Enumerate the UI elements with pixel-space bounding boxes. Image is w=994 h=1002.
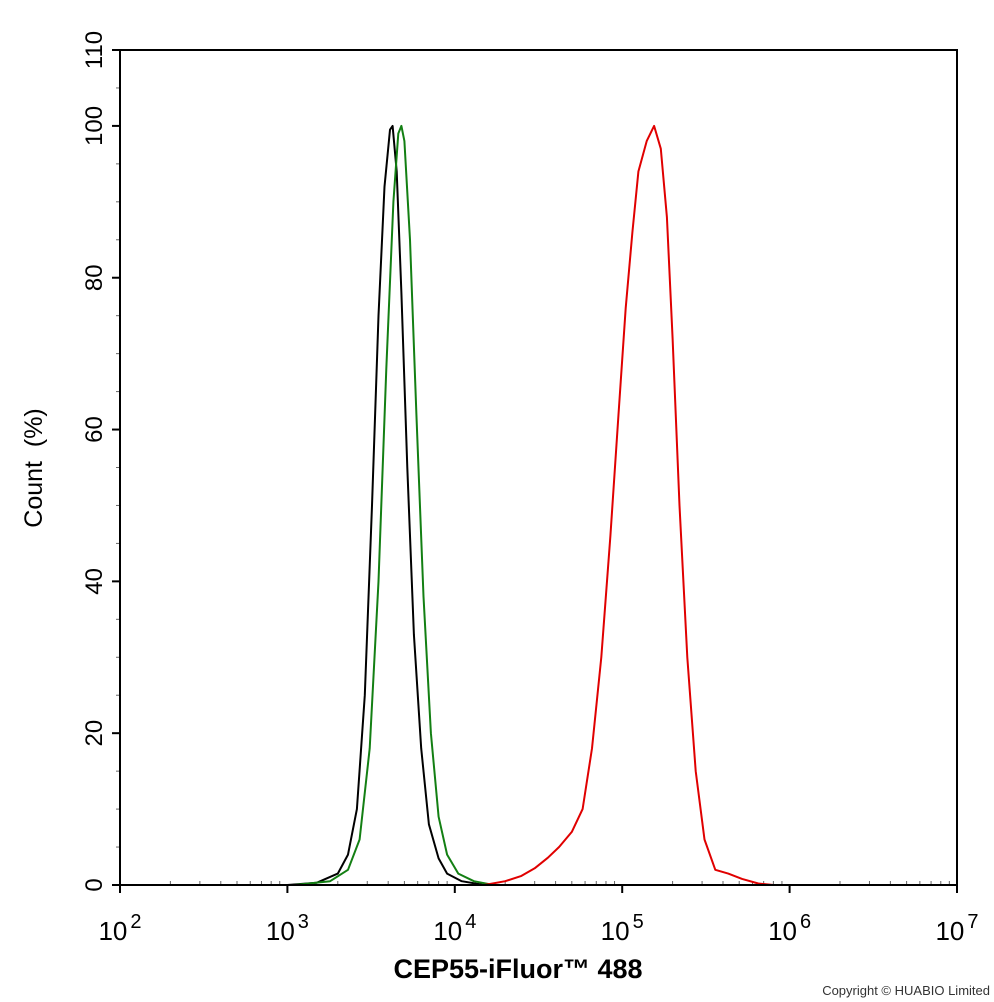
x-tick-label: 10 6 <box>768 911 811 946</box>
x-axis-label: CEP55-iFluor™ 488 <box>393 954 642 984</box>
series-lines <box>287 124 774 886</box>
series-line-3 <box>484 124 774 886</box>
y-axis-label: Count (%) <box>20 408 48 527</box>
y-axis-ticks: 0 20 40 60 80 100 110 <box>81 31 120 892</box>
x-tick-label: 10 2 <box>98 911 141 946</box>
y-tick-label: 100 <box>81 106 108 146</box>
y-tick-label: 20 <box>81 720 108 747</box>
plot-frame <box>119 49 958 886</box>
x-tick-label: 10 5 <box>601 911 644 946</box>
y-tick-label: 60 <box>81 416 108 443</box>
series-line-2 <box>294 124 494 886</box>
x-tick-label: 10 7 <box>935 911 978 946</box>
y-tick-label: 0 <box>81 878 108 891</box>
y-tick-label: 110 <box>81 31 108 69</box>
x-axis-ticks: 10 2 10 3 10 4 10 5 10 6 10 7 <box>98 885 979 946</box>
minor-ticks <box>116 87 950 885</box>
y-tick-label: 40 <box>81 568 108 595</box>
copyright-notice: Copyright © HUABIO Limited <box>822 983 990 998</box>
x-tick-label: 10 3 <box>266 911 309 946</box>
x-tick-label: 10 4 <box>433 911 476 946</box>
series-line-1 <box>287 124 485 886</box>
y-tick-label: 80 <box>81 264 108 291</box>
